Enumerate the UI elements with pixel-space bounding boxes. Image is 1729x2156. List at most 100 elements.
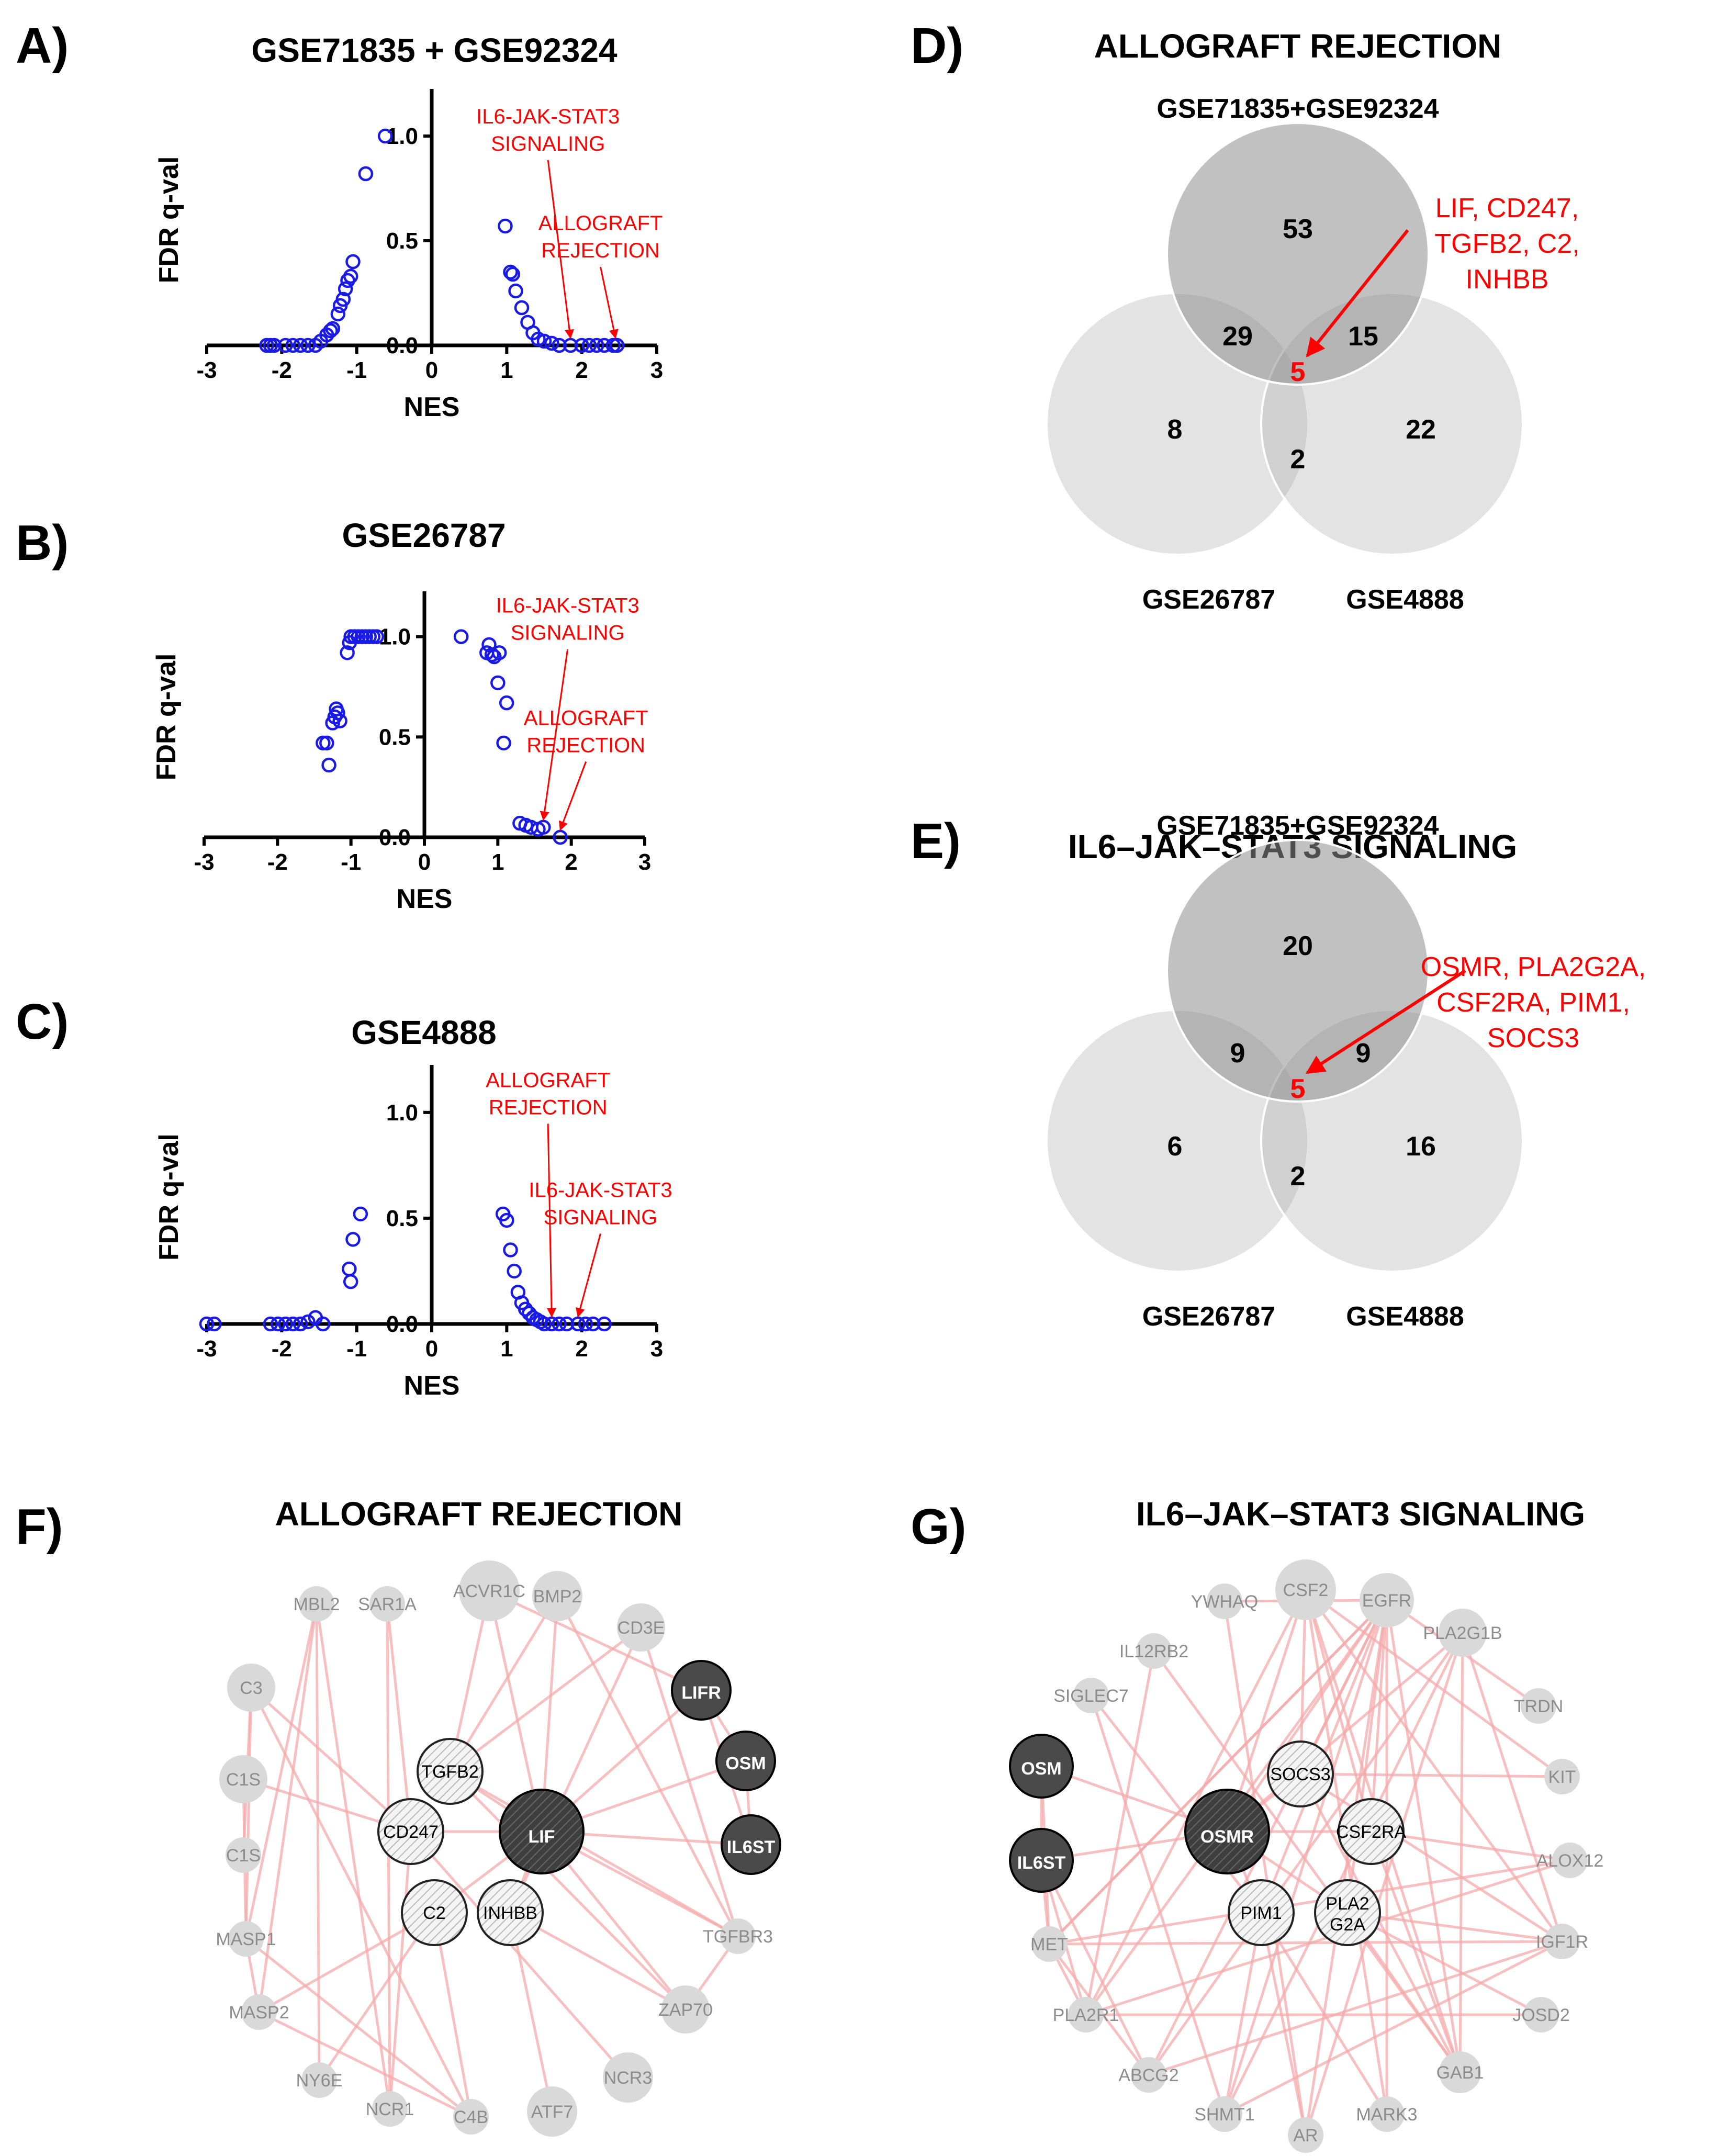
data-point — [499, 695, 514, 711]
data-point — [544, 335, 559, 351]
network-edge — [1300, 1772, 1563, 1778]
panel-letter: C) — [16, 994, 69, 1050]
y-tick-label: 0.0 — [386, 1311, 418, 1337]
network-edge — [1223, 1600, 1388, 2115]
x-tick-label: -2 — [272, 357, 292, 383]
network-edge — [449, 1626, 642, 1772]
network-node: C3 — [227, 1664, 275, 1712]
network-node-circle — [1068, 1997, 1104, 2033]
network-node-circle — [1521, 1688, 1556, 1724]
network-node-label: ATF7 — [531, 2102, 574, 2122]
data-point — [503, 264, 518, 280]
venn-count-right-only: 16 — [1406, 1131, 1436, 1162]
network-node-label: JOSD2 — [1512, 2005, 1570, 2025]
network-node-circle — [1073, 1678, 1109, 1713]
network-edge — [1090, 1694, 1262, 1914]
annotation-text: SIGNALING — [511, 622, 625, 645]
data-point — [491, 645, 507, 660]
venn-gene-list: OSMR, PLA2G2A, — [1421, 952, 1646, 982]
x-tick-label: 0 — [418, 849, 431, 875]
network-edge — [1304, 1632, 1464, 2136]
network-node-label: CD247 — [383, 1822, 439, 1842]
network-node: IGF1R — [1536, 1924, 1588, 1959]
network-node: IL12RB2 — [1119, 1633, 1188, 1669]
network-node: OSM — [715, 1731, 776, 1791]
network-node: YWHAQ — [1191, 1584, 1258, 1619]
data-point — [503, 1242, 518, 1257]
network-node-label: YWHAQ — [1191, 1592, 1258, 1612]
network-node-label: SHMT1 — [1194, 2105, 1254, 2125]
network-node: INHBB — [477, 1879, 544, 1946]
network-node-label: SIGLEC7 — [1053, 1686, 1129, 1706]
annotation: ALLOGRAFT REJECTION — [524, 706, 648, 831]
network-node: MET — [1030, 1926, 1068, 1962]
annotation-arrow — [547, 160, 575, 339]
x-tick-label: 3 — [650, 357, 663, 383]
annotation-arrow — [558, 761, 587, 831]
network-node-circle — [369, 1586, 405, 1622]
network-node: OSMR — [1184, 1789, 1270, 1874]
venn-panel: E) IL6–JAK–STAT3 SIGNALINGGSE71835+GSE923… — [911, 811, 1646, 1332]
network-node: TGFB2 — [417, 1738, 484, 1805]
scatter-panels: A) GSE71835 + GSE92324 -3 -2 -1 0 1 2 3 0.0 0.5 1.0… — [16, 18, 672, 1401]
network-node-label: OSM — [1021, 1759, 1061, 1779]
data-point — [325, 321, 341, 336]
network-node-circle — [1031, 1926, 1067, 1962]
data-point — [340, 645, 355, 660]
network-edge — [1223, 1632, 1464, 2115]
data-point — [499, 1212, 514, 1228]
data-point — [332, 713, 347, 728]
data-point — [319, 735, 334, 751]
venn-gene-list: CSF2RA, PIM1, — [1436, 987, 1630, 1018]
x-tick-label: 2 — [565, 849, 577, 875]
network-node: ALOX12 — [1536, 1843, 1603, 1878]
network-node-label: ACVR1C — [453, 1581, 525, 1601]
annotation-text: REJECTION — [489, 1096, 608, 1119]
venn-gene-list: TGFB2, C2, — [1434, 229, 1579, 259]
network-edge — [1090, 1695, 1226, 2115]
venn-count-left-only: 6 — [1167, 1131, 1183, 1162]
data-point — [342, 1261, 357, 1277]
venn-title: ALLOGRAFT REJECTION — [1094, 27, 1502, 65]
scatter-panel: A) GSE71835 + GSE92324-3 -2 -1 0 1 2 30.00.51.0… — [16, 18, 663, 422]
data-point — [570, 1316, 586, 1332]
x-axis-label: NES — [404, 1371, 460, 1401]
network-edge — [244, 1603, 318, 1939]
x-axis-label: NES — [397, 884, 453, 914]
network-node: MARK3 — [1356, 2096, 1418, 2132]
network-node-label: MASP1 — [216, 1929, 276, 1949]
chart-title: GSE71835 + GSE92324 — [251, 31, 618, 69]
annotation-text: ALLOGRAFT — [538, 212, 663, 235]
venn-set-label-left: GSE26787 — [1142, 1301, 1275, 1332]
network-node-label: EGFR — [1362, 1591, 1411, 1611]
network-node-circle — [1439, 2051, 1481, 2093]
network-edge — [1305, 1588, 1563, 1778]
network-node-label: C1S — [226, 1770, 261, 1790]
data-point — [207, 1316, 222, 1332]
annotation: ALLOGRAFT REJECTION — [538, 212, 663, 339]
x-tick-label: 2 — [575, 1336, 588, 1362]
network-edge — [509, 1912, 554, 2112]
annotation: IL6-JAK-STAT3 SIGNALING — [529, 1179, 672, 1318]
x-tick-label: 1 — [500, 1336, 513, 1362]
network-node: SAR1A — [358, 1586, 417, 1622]
x-tick-label: 2 — [575, 357, 588, 383]
data-point — [536, 333, 552, 349]
network-edge — [1084, 1650, 1155, 2015]
annotation: IL6-JAK-STAT3 SIGNALING — [496, 594, 639, 821]
network-node: ZAP70 — [658, 1985, 713, 2034]
network-node-circle — [1136, 1633, 1172, 1669]
data-point — [544, 1316, 559, 1332]
network-node-circle — [1267, 1740, 1334, 1807]
annotation-text: REJECTION — [541, 239, 660, 262]
network-edge — [250, 1687, 412, 1833]
network-panels: F) ALLOGRAFT REJECTION SAR1A ACVR1C BMP2 CD3E… — [16, 1495, 1603, 2153]
network-node-circle — [1275, 1559, 1336, 1620]
panel-letter: D) — [911, 18, 963, 74]
network-node: KIT — [1544, 1759, 1580, 1794]
network-node: C4B — [453, 2099, 489, 2135]
network-title: IL6–JAK–STAT3 SIGNALING — [1136, 1495, 1585, 1533]
network-node: C1S — [219, 1755, 267, 1803]
network-node: PIM1 — [1228, 1879, 1295, 1946]
